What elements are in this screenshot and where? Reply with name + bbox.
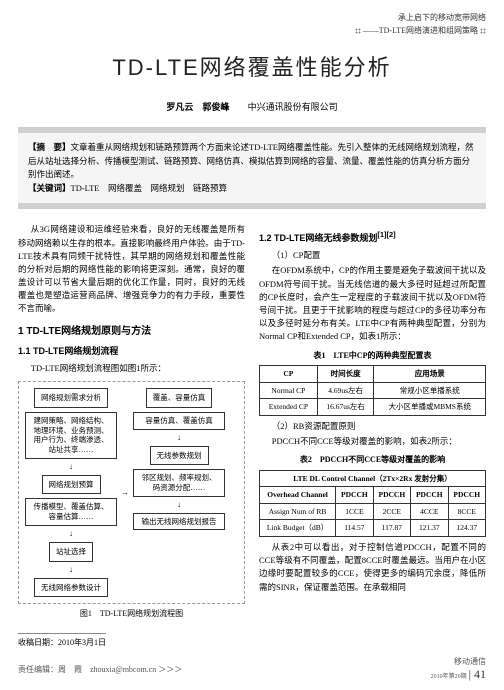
arrow-down-icon: ↓ [177,501,181,509]
rb-line1: PDCCH不同CCE等级对覆盖的影响，如表2所示： [259,435,486,448]
flow-box: 站址选择 [49,542,93,562]
issue-info: 2010年第20期 [431,674,467,680]
abstract-box: 【摘 要】文章着重从网络规划和链路预算两个方面来论述TD-LTE网络覆盖性能。先… [18,127,486,209]
editor-info: 责任编辑：周 霞 zhouxia@mbcom.cn [18,665,156,674]
received-date: 收稿日期：2010年3月1日 [18,633,106,649]
flow-box: 容量仿真、覆盖仿真 [133,412,225,430]
flowchart: 网络规划需求分析 建网策略、网络结构、地理环境、业务预测、用户行为、终端渗透、站… [18,381,245,604]
table-cell: 121.37 [411,520,448,537]
table-1-caption: 表1 LTE中CP的两种典型配置表 [259,350,486,362]
table-cell: 1CCE [336,503,373,520]
flow-box: 传播模型、覆盖估算、容量估算…… [25,498,117,526]
table-header: Overhead Channel [260,487,336,504]
arrow-down-icon: ↓ [69,530,73,538]
ref-sup: [1][2] [377,230,395,239]
table-cell: 常规小区单播系统 [374,382,486,399]
table-cell: 124.37 [448,520,485,537]
arrow-right-icon: → [121,489,129,497]
journal-name: 移动通信 [454,657,486,666]
arrows-icon: ＞＞＞ [158,665,182,674]
table-header: PDCCH [336,487,373,504]
flow-box: 网络规划需求分析 [34,388,108,408]
author-names: 罗凡云 郭俊峰 [166,102,229,112]
flow-box: 覆盖、容量仿真 [146,388,213,408]
table-header: CP [260,365,318,382]
rb-title: （2）RB资源配置原则 [259,420,486,433]
table-cell: 大小区单播或MBMS系统 [374,399,486,416]
intro-para: 从3G网络建设和运维经验来看，良好的无线覆盖是所有移动网络赖以生存的根本。直接影… [18,223,245,315]
flow-box: 无线参数规划 [150,446,209,466]
right-column: 1.2 TD-LTE网络无线参数规划[1][2] （1）CP配置 在OFDM系统… [259,223,486,649]
arrow-down-icon: ↓ [177,434,181,442]
table-header: 时间长度 [317,365,374,382]
footer: 责任编辑：周 霞 zhouxia@mbcom.cn ＞＞＞ 移动通信 2010年… [18,656,486,682]
table-cell: 4.69us左右 [317,382,374,399]
table-cell: 117.87 [373,520,410,537]
table-header: PDCCH [373,487,410,504]
flow-left-col: 网络规划需求分析 建网策略、网络结构、地理环境、业务预测、用户行为、终端渗透、站… [25,388,117,597]
abstract-text: 文章着重从网络规划和链路预算两个方面来论述TD-LTE网络覆盖性能。先引入整体的… [28,142,473,179]
table-title-row: LTE DL Control Channel（2Tx×2Rx 发射分集） [260,470,486,487]
table-cell: Normal CP [260,382,318,399]
table-2: LTE DL Control Channel（2Tx×2Rx 发射分集） Ove… [259,470,486,538]
arrow-down-icon: ↓ [69,566,73,574]
table-1: CP 时间长度 应用场景 Normal CP 4.69us左右 常规小区单播系统… [259,365,486,416]
page-number: | 41 [469,667,486,681]
cp-text: 在OFDM系统中，CP的作用主要是避免子载波间干扰以及OFDM符号间干扰。当无线… [259,264,486,343]
table-cell: 2CCE [373,503,410,520]
table-row: Assign Num of RB 1CCE 2CCE 4CCE 8CCE [260,503,486,520]
left-column: 从3G网络建设和运维经验来看，良好的无线覆盖是所有移动网络赖以生存的根本。直接影… [18,223,245,649]
table-cell: Extended CP [260,399,318,416]
section-1-2-heading: 1.2 TD-LTE网络无线参数规划[1][2] [259,229,486,246]
table-row: Link Budget（dB） 114.57 117.87 121.37 124… [260,520,486,537]
header-sub-text: ——TD-LTE网络演进和组网策略 [363,26,478,35]
table-row: Normal CP 4.69us左右 常规小区单播系统 [260,382,486,399]
flow-box: 网络规划预算 [42,475,101,495]
table-cell: 4CCE [411,503,448,520]
table-2-caption: 表2 PDCCH不同CCE等级对覆盖的影响 [259,454,486,466]
after-table-para: 从表2中可以看出，对于控制信道PDCCH，配置不同的CCE等级有不同覆盖，配置8… [259,541,486,594]
arrow-down-icon: ↓ [69,463,73,471]
table-cell: Assign Num of RB [260,503,336,520]
flow-box: 邻区规划、频率规划、码资源分配…… [133,469,225,497]
keywords-text: TD-LTE 网络覆盖 网络规划 链路预算 [71,183,227,193]
header-line2: ——TD-LTE网络演进和组网策略 [18,25,486,36]
header-line1: 承上启下的移动宽带网络 [18,12,486,23]
table-row: Extended CP 16.67us左右 大小区单播或MBMS系统 [260,399,486,416]
authors: 罗凡云 郭俊峰 中兴通讯股份有限公司 [18,100,486,113]
page-title: TD-LTE网络覆盖性能分析 [18,50,486,82]
table-cell: 16.67us左右 [317,399,374,416]
table-header: 应用场景 [374,365,486,382]
cp-title: （1）CP配置 [259,249,486,262]
table-header: PDCCH [411,487,448,504]
table-header: PDCCH [448,487,485,504]
flow-box: 输出无线网络规划报告 [133,513,225,531]
table-cell: Link Budget（dB） [260,520,336,537]
flow-box: 建网策略、网络结构、地理环境、业务预测、用户行为、终端渗透、站址共享…… [25,412,117,459]
flow-intro: TD-LTE网络规划流程图如图1所示： [18,362,245,375]
author-affiliation: 中兴通讯股份有限公司 [248,102,338,112]
abstract-label: 【摘 要】 [28,142,71,152]
table-cell: 114.57 [336,520,373,537]
flow-box: 无线网络参数设计 [34,578,108,598]
section-1-heading: 1 TD-LTE网络规划原则与方法 [18,324,245,340]
figure-1-caption: 图1 TD-LTE网络规划流程图 [18,608,245,620]
keywords-label: 【关键词】 [28,183,71,193]
table-cell: 8CCE [448,503,485,520]
section-1-1-heading: 1.1 TD-LTE网络规划流程 [18,345,245,359]
flow-right-col: 覆盖、容量仿真 容量仿真、覆盖仿真 ↓ 无线参数规划 邻区规划、频率规划、码资源… [133,388,225,530]
